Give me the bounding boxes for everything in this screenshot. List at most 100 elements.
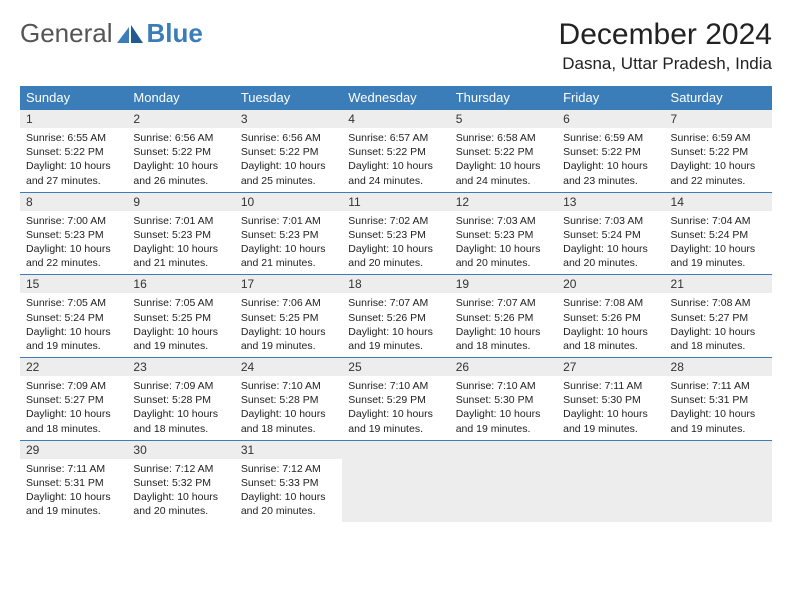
calendar-day-cell: 15Sunrise: 7:05 AMSunset: 5:24 PMDayligh… — [20, 275, 127, 358]
sunrise-line: Sunrise: 6:57 AM — [348, 131, 443, 145]
sunset-line: Sunset: 5:30 PM — [563, 393, 658, 407]
daylight-line: Daylight: 10 hours and 18 minutes. — [26, 407, 121, 435]
day-number: 13 — [557, 193, 664, 211]
sunset-line: Sunset: 5:32 PM — [133, 476, 228, 490]
sunset-line: Sunset: 5:31 PM — [26, 476, 121, 490]
calendar-day-cell: 1Sunrise: 6:55 AMSunset: 5:22 PMDaylight… — [20, 110, 127, 193]
sunrise-line: Sunrise: 7:10 AM — [456, 379, 551, 393]
calendar-day-cell: 29Sunrise: 7:11 AMSunset: 5:31 PMDayligh… — [20, 440, 127, 522]
calendar-week-row: 29Sunrise: 7:11 AMSunset: 5:31 PMDayligh… — [20, 440, 772, 522]
daylight-line: Daylight: 10 hours and 23 minutes. — [563, 159, 658, 187]
sunrise-line: Sunrise: 6:56 AM — [241, 131, 336, 145]
sunset-line: Sunset: 5:22 PM — [456, 145, 551, 159]
calendar-day-cell: 31Sunrise: 7:12 AMSunset: 5:33 PMDayligh… — [235, 440, 342, 522]
daylight-line: Daylight: 10 hours and 19 minutes. — [671, 407, 766, 435]
day-number: 29 — [20, 441, 127, 459]
logo-text-general: General — [20, 18, 113, 49]
calendar-day-cell: 8Sunrise: 7:00 AMSunset: 5:23 PMDaylight… — [20, 192, 127, 275]
day-number: 6 — [557, 110, 664, 128]
daylight-line: Daylight: 10 hours and 24 minutes. — [456, 159, 551, 187]
calendar-day-cell: 25Sunrise: 7:10 AMSunset: 5:29 PMDayligh… — [342, 358, 449, 441]
sunset-line: Sunset: 5:22 PM — [26, 145, 121, 159]
daylight-line: Daylight: 10 hours and 25 minutes. — [241, 159, 336, 187]
sunset-line: Sunset: 5:30 PM — [456, 393, 551, 407]
day-info: Sunrise: 7:03 AMSunset: 5:23 PMDaylight:… — [450, 211, 557, 275]
sunrise-line: Sunrise: 7:03 AM — [456, 214, 551, 228]
day-info: Sunrise: 7:05 AMSunset: 5:25 PMDaylight:… — [127, 293, 234, 357]
daylight-line: Daylight: 10 hours and 22 minutes. — [26, 242, 121, 270]
day-info: Sunrise: 7:07 AMSunset: 5:26 PMDaylight:… — [450, 293, 557, 357]
daylight-line: Daylight: 10 hours and 19 minutes. — [348, 407, 443, 435]
sunset-line: Sunset: 5:26 PM — [348, 311, 443, 325]
daylight-line: Daylight: 10 hours and 19 minutes. — [563, 407, 658, 435]
sunset-line: Sunset: 5:24 PM — [563, 228, 658, 242]
sunrise-line: Sunrise: 7:09 AM — [133, 379, 228, 393]
day-number: 23 — [127, 358, 234, 376]
calendar-day-cell: 13Sunrise: 7:03 AMSunset: 5:24 PMDayligh… — [557, 192, 664, 275]
sunset-line: Sunset: 5:23 PM — [241, 228, 336, 242]
daylight-line: Daylight: 10 hours and 20 minutes. — [348, 242, 443, 270]
calendar-day-cell: 23Sunrise: 7:09 AMSunset: 5:28 PMDayligh… — [127, 358, 234, 441]
calendar-day-cell: 7Sunrise: 6:59 AMSunset: 5:22 PMDaylight… — [665, 110, 772, 193]
calendar-day-cell: 22Sunrise: 7:09 AMSunset: 5:27 PMDayligh… — [20, 358, 127, 441]
sunset-line: Sunset: 5:27 PM — [26, 393, 121, 407]
calendar-day-cell: 20Sunrise: 7:08 AMSunset: 5:26 PMDayligh… — [557, 275, 664, 358]
month-title: December 2024 — [559, 18, 772, 52]
day-info: Sunrise: 7:11 AMSunset: 5:31 PMDaylight:… — [20, 459, 127, 523]
sunset-line: Sunset: 5:22 PM — [348, 145, 443, 159]
daylight-line: Daylight: 10 hours and 20 minutes. — [133, 490, 228, 518]
day-number: 14 — [665, 193, 772, 211]
day-number: 20 — [557, 275, 664, 293]
daylight-line: Daylight: 10 hours and 22 minutes. — [671, 159, 766, 187]
day-info: Sunrise: 7:04 AMSunset: 5:24 PMDaylight:… — [665, 211, 772, 275]
calendar-day-cell — [342, 440, 449, 522]
calendar-day-cell: 27Sunrise: 7:11 AMSunset: 5:30 PMDayligh… — [557, 358, 664, 441]
day-info: Sunrise: 7:05 AMSunset: 5:24 PMDaylight:… — [20, 293, 127, 357]
sunset-line: Sunset: 5:23 PM — [456, 228, 551, 242]
daylight-line: Daylight: 10 hours and 19 minutes. — [671, 242, 766, 270]
day-info: Sunrise: 7:01 AMSunset: 5:23 PMDaylight:… — [127, 211, 234, 275]
logo-text-blue: Blue — [147, 18, 203, 49]
day-info: Sunrise: 7:01 AMSunset: 5:23 PMDaylight:… — [235, 211, 342, 275]
calendar-day-cell: 17Sunrise: 7:06 AMSunset: 5:25 PMDayligh… — [235, 275, 342, 358]
day-info: Sunrise: 7:10 AMSunset: 5:28 PMDaylight:… — [235, 376, 342, 440]
sunset-line: Sunset: 5:28 PM — [241, 393, 336, 407]
sunrise-line: Sunrise: 7:01 AM — [133, 214, 228, 228]
sunrise-line: Sunrise: 7:09 AM — [26, 379, 121, 393]
day-info: Sunrise: 7:00 AMSunset: 5:23 PMDaylight:… — [20, 211, 127, 275]
sunset-line: Sunset: 5:27 PM — [671, 311, 766, 325]
day-number: 11 — [342, 193, 449, 211]
calendar-week-row: 15Sunrise: 7:05 AMSunset: 5:24 PMDayligh… — [20, 275, 772, 358]
daylight-line: Daylight: 10 hours and 26 minutes. — [133, 159, 228, 187]
daylight-line: Daylight: 10 hours and 20 minutes. — [241, 490, 336, 518]
calendar-week-row: 22Sunrise: 7:09 AMSunset: 5:27 PMDayligh… — [20, 358, 772, 441]
daylight-line: Daylight: 10 hours and 21 minutes. — [241, 242, 336, 270]
day-info: Sunrise: 7:08 AMSunset: 5:26 PMDaylight:… — [557, 293, 664, 357]
day-number: 18 — [342, 275, 449, 293]
day-number: 12 — [450, 193, 557, 211]
sunrise-line: Sunrise: 7:08 AM — [563, 296, 658, 310]
sunset-line: Sunset: 5:25 PM — [133, 311, 228, 325]
day-number: 5 — [450, 110, 557, 128]
daylight-line: Daylight: 10 hours and 19 minutes. — [348, 325, 443, 353]
sunset-line: Sunset: 5:23 PM — [348, 228, 443, 242]
calendar-day-cell: 16Sunrise: 7:05 AMSunset: 5:25 PMDayligh… — [127, 275, 234, 358]
day-info: Sunrise: 7:06 AMSunset: 5:25 PMDaylight:… — [235, 293, 342, 357]
day-info: Sunrise: 7:07 AMSunset: 5:26 PMDaylight:… — [342, 293, 449, 357]
day-number: 31 — [235, 441, 342, 459]
day-info: Sunrise: 6:56 AMSunset: 5:22 PMDaylight:… — [235, 128, 342, 192]
sunset-line: Sunset: 5:28 PM — [133, 393, 228, 407]
calendar-day-cell — [557, 440, 664, 522]
day-number: 8 — [20, 193, 127, 211]
calendar-day-cell: 10Sunrise: 7:01 AMSunset: 5:23 PMDayligh… — [235, 192, 342, 275]
weekday-header: Tuesday — [235, 86, 342, 110]
day-info: Sunrise: 6:59 AMSunset: 5:22 PMDaylight:… — [665, 128, 772, 192]
day-number: 19 — [450, 275, 557, 293]
sunrise-line: Sunrise: 7:05 AM — [26, 296, 121, 310]
sunrise-line: Sunrise: 7:11 AM — [563, 379, 658, 393]
sunset-line: Sunset: 5:25 PM — [241, 311, 336, 325]
calendar-day-cell: 2Sunrise: 6:56 AMSunset: 5:22 PMDaylight… — [127, 110, 234, 193]
daylight-line: Daylight: 10 hours and 21 minutes. — [133, 242, 228, 270]
calendar-table: Sunday Monday Tuesday Wednesday Thursday… — [20, 86, 772, 522]
sunrise-line: Sunrise: 7:12 AM — [133, 462, 228, 476]
